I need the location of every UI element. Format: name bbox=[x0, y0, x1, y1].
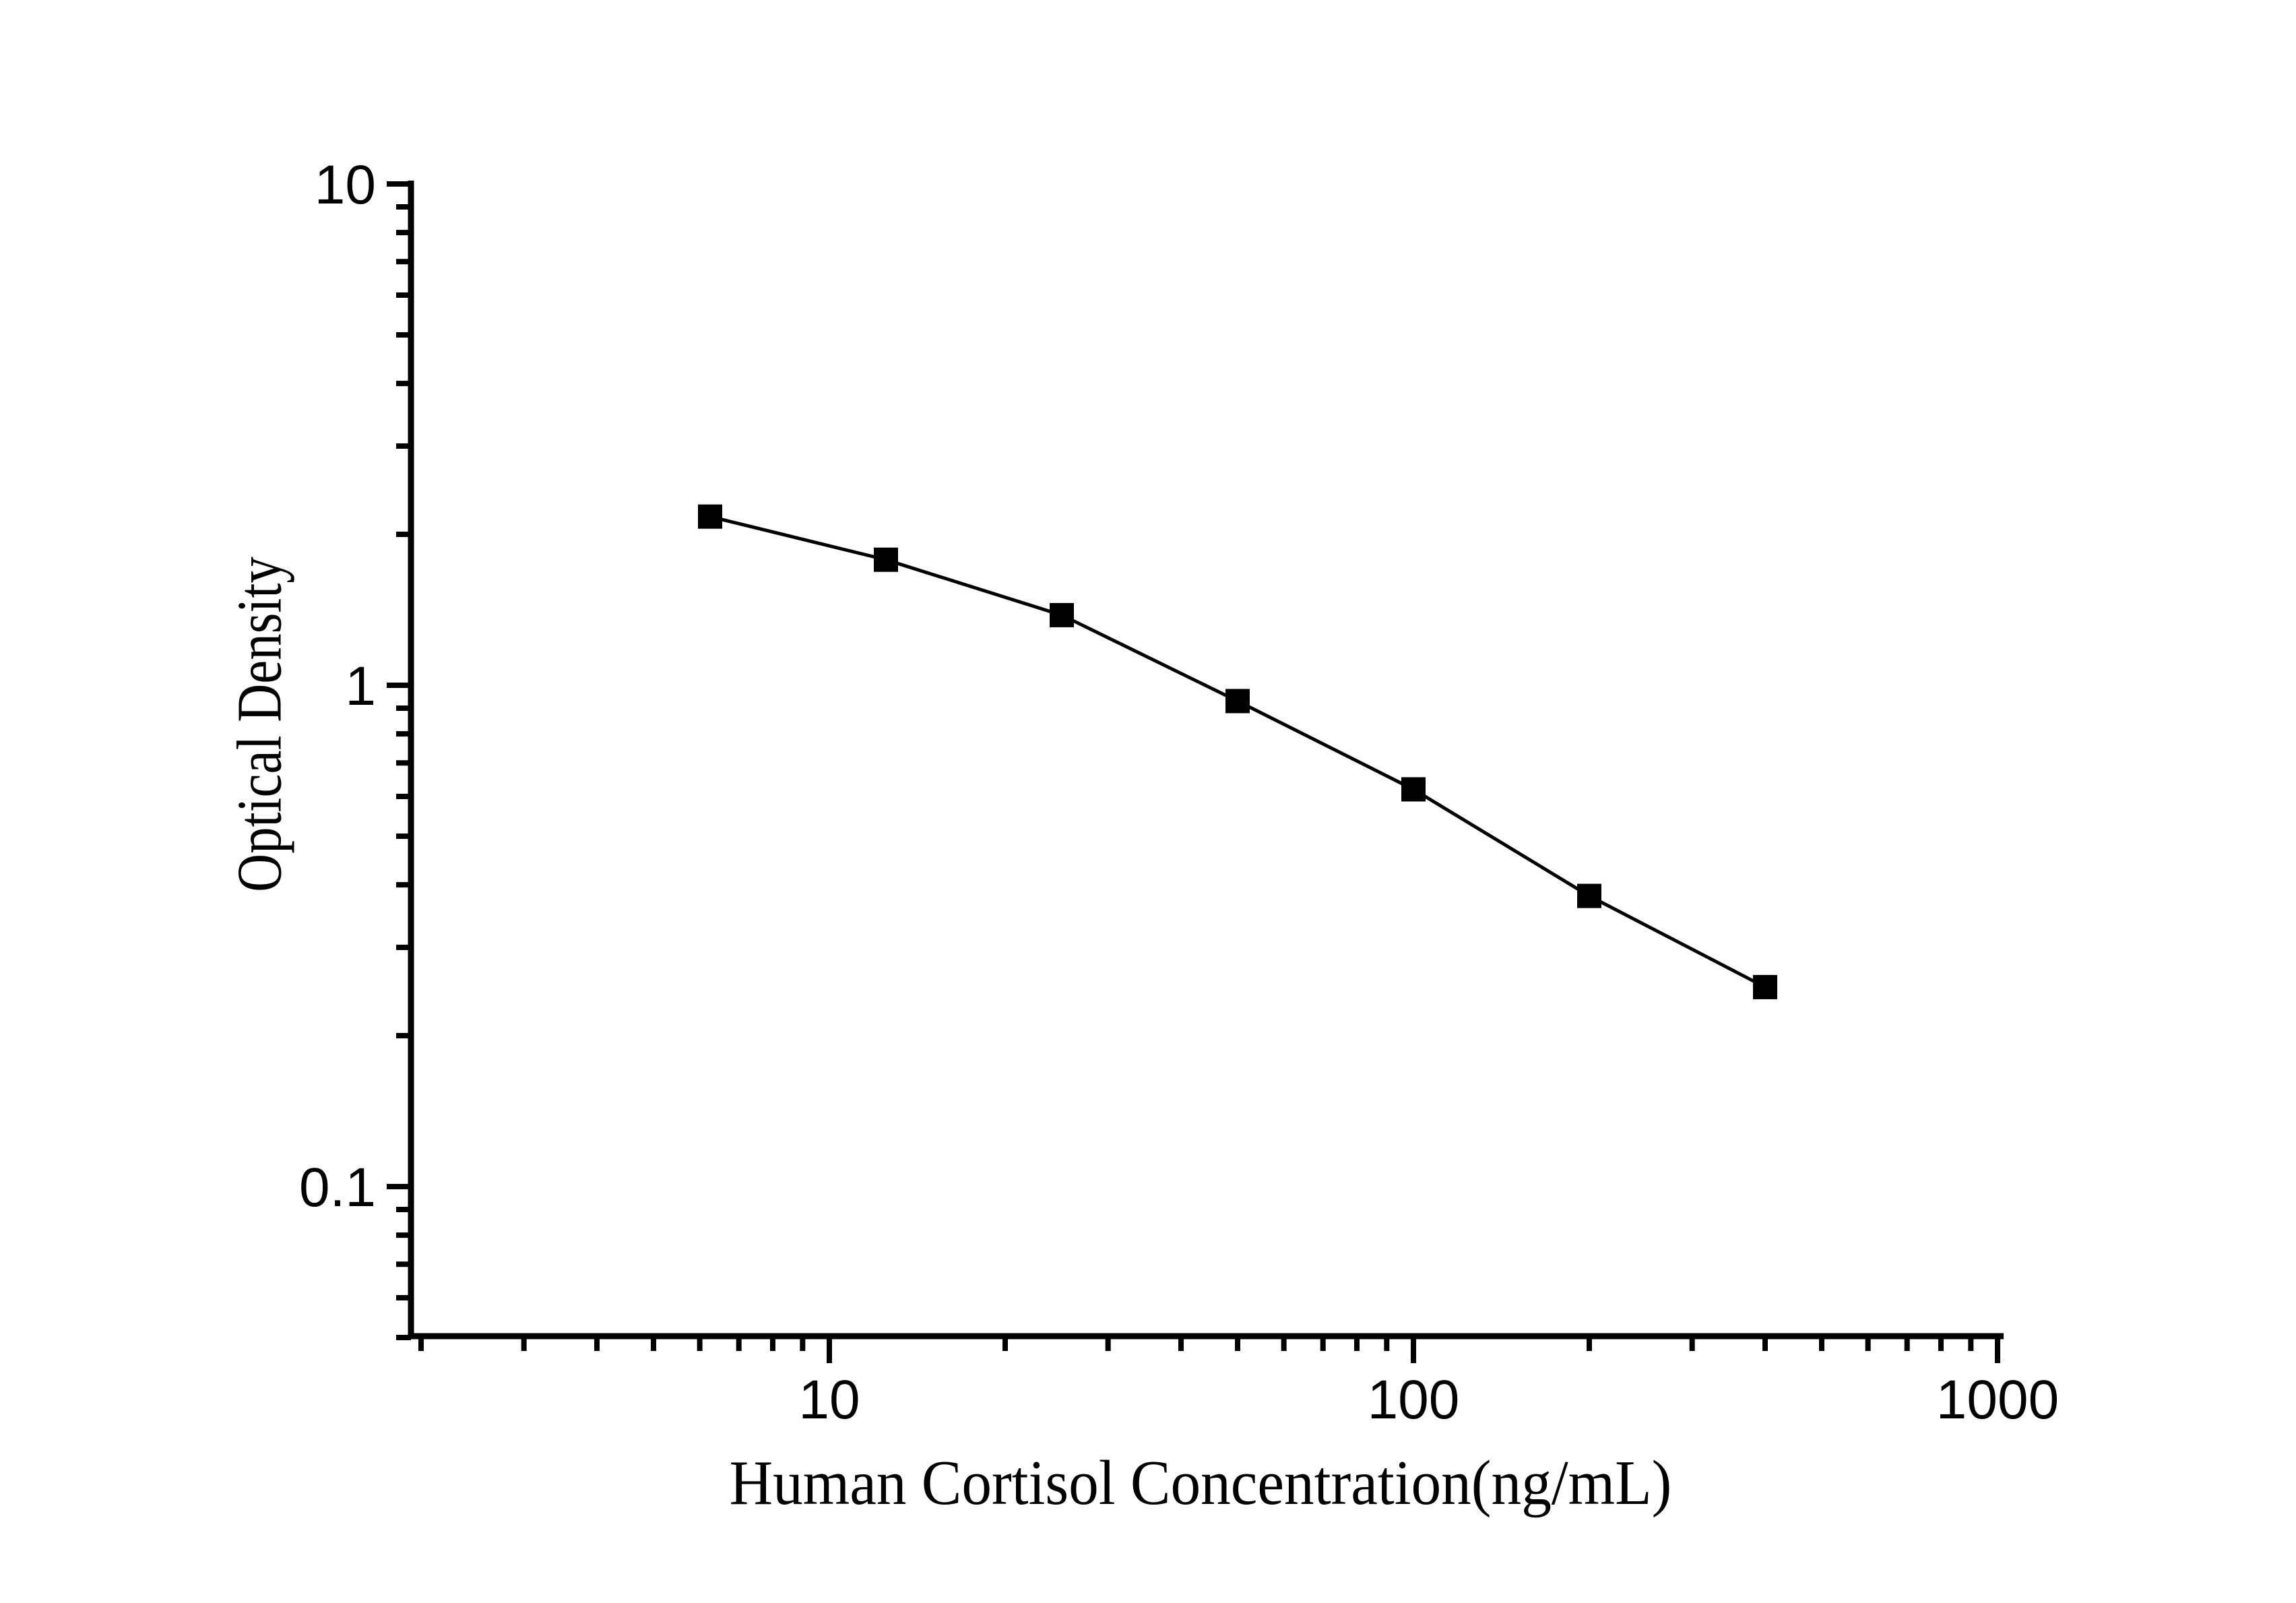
axis-spine bbox=[408, 181, 2004, 1340]
data-point-marker bbox=[1401, 777, 1426, 802]
y-tick-label: 10 bbox=[315, 154, 376, 216]
data-point-marker bbox=[1752, 974, 1777, 999]
y-tick-label: 0.1 bbox=[299, 1157, 376, 1218]
y-axis-title: Optical Density bbox=[224, 557, 295, 892]
x-tick-label: 1000 bbox=[1936, 1369, 2059, 1431]
data-point-marker bbox=[698, 504, 723, 529]
data-point-marker bbox=[874, 547, 899, 572]
x-axis-title: Human Cortisol Concentration(ng/mL) bbox=[729, 1448, 1672, 1518]
x-tick-label: 10 bbox=[798, 1369, 860, 1431]
data-point-marker bbox=[1576, 883, 1601, 908]
data-point-marker bbox=[1225, 689, 1250, 714]
data-point-marker bbox=[1050, 602, 1075, 627]
curve-line bbox=[709, 515, 1766, 989]
x-tick-label: 100 bbox=[1368, 1369, 1460, 1431]
y-tick-label: 1 bbox=[345, 656, 376, 717]
